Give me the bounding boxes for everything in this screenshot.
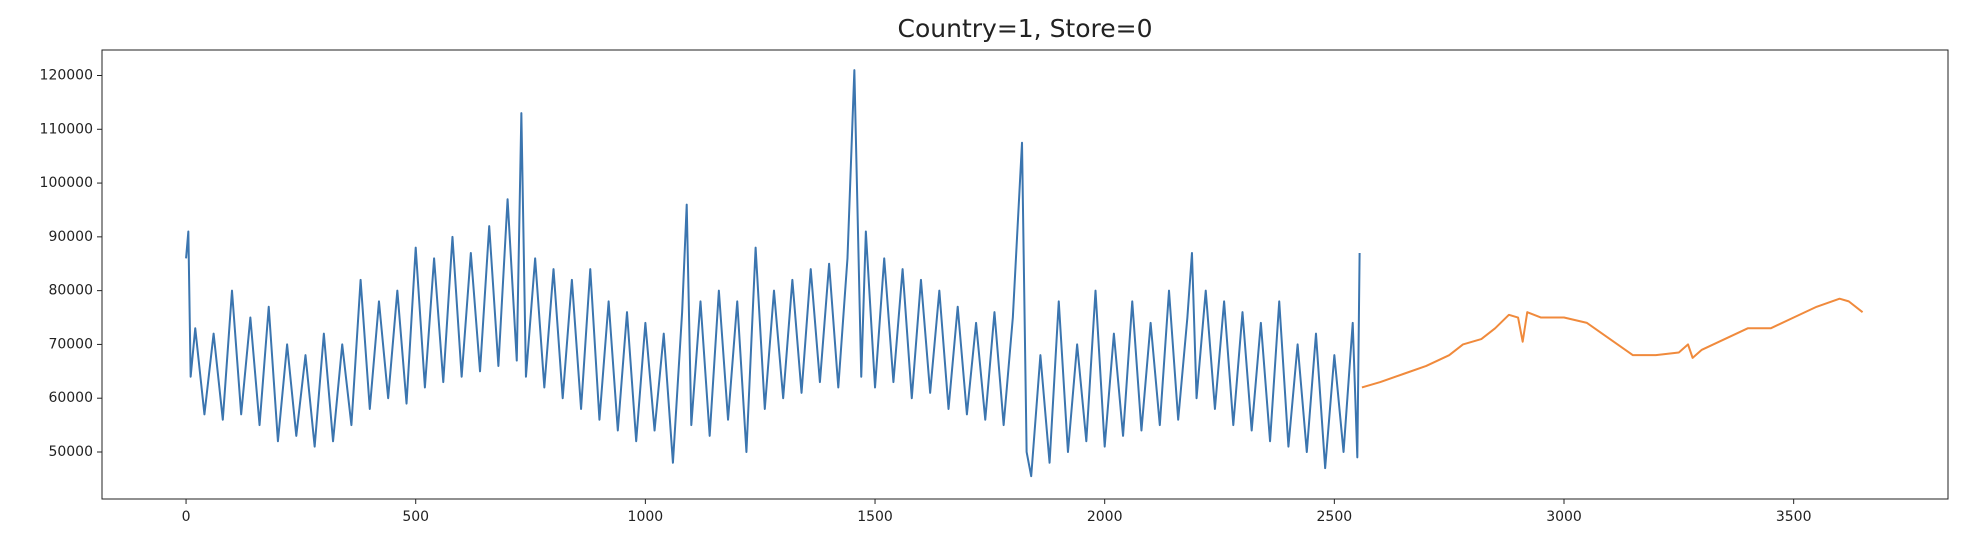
x-tick-label: 3500 [1776, 509, 1812, 525]
x-tick-label: 500 [402, 509, 429, 525]
x-tick-label: 1500 [857, 509, 893, 525]
y-tick-label: 100000 [40, 175, 93, 191]
chart-title: Country=1, Store=0 [898, 14, 1153, 43]
y-tick-label: 80000 [48, 283, 93, 299]
series-line [1361, 297, 1864, 389]
x-tick-label: 1000 [628, 509, 664, 525]
x-tick-label: 0 [182, 509, 191, 525]
y-tick-label: 90000 [48, 229, 93, 245]
y-tick-label: 50000 [48, 444, 93, 460]
x-tick-label: 3000 [1546, 509, 1582, 525]
y-tick-label: 120000 [40, 67, 93, 83]
series-line [185, 69, 1361, 478]
y-tick-label: 110000 [40, 121, 93, 137]
x-tick-label: 2000 [1087, 509, 1123, 525]
x-tick-label: 2500 [1317, 509, 1353, 525]
plot-frame [101, 49, 1949, 500]
y-tick-label: 70000 [48, 336, 93, 352]
y-tick-label: 60000 [48, 390, 93, 406]
